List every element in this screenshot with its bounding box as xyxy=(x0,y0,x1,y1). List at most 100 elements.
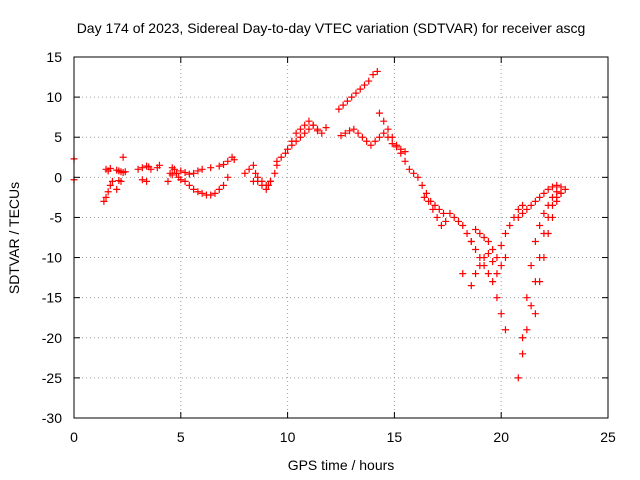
series-n xyxy=(459,250,509,290)
data-point xyxy=(220,181,228,189)
data-point xyxy=(527,201,535,209)
data-point xyxy=(215,185,223,193)
data-point xyxy=(561,185,569,193)
data-point xyxy=(322,124,330,132)
data-point xyxy=(170,165,178,173)
data-point xyxy=(472,270,480,278)
data-point xyxy=(104,188,112,196)
data-point xyxy=(540,254,548,262)
data-point xyxy=(388,133,396,141)
data-point xyxy=(480,234,488,241)
data-point xyxy=(425,197,433,205)
data-point xyxy=(422,189,430,197)
y-tick-label: -5 xyxy=(50,209,63,225)
data-point xyxy=(548,213,556,221)
data-point xyxy=(393,141,401,149)
data-point xyxy=(369,71,377,79)
data-point xyxy=(224,157,232,165)
data-point xyxy=(198,189,206,197)
data-point xyxy=(501,326,509,334)
data-point xyxy=(497,262,505,270)
data-point xyxy=(211,189,219,197)
data-point xyxy=(548,193,556,201)
series-a xyxy=(100,165,116,205)
data-point xyxy=(258,177,266,185)
data-point xyxy=(121,168,129,176)
data-point xyxy=(198,165,206,173)
data-point xyxy=(429,205,437,213)
series-c xyxy=(134,161,163,185)
series-m xyxy=(472,201,527,262)
data-point xyxy=(249,161,257,169)
data-point xyxy=(249,177,257,185)
data-point xyxy=(527,302,535,310)
data-point xyxy=(484,238,492,246)
data-point xyxy=(185,170,193,178)
data-point xyxy=(514,205,522,213)
data-point xyxy=(173,169,181,177)
data-point xyxy=(553,188,561,196)
series-p xyxy=(519,183,565,342)
data-point xyxy=(181,177,189,185)
y-tick-label: 10 xyxy=(46,89,62,105)
data-point xyxy=(177,176,185,184)
data-point xyxy=(271,169,279,177)
y-tick-label: 5 xyxy=(54,129,62,145)
y-tick-label: -10 xyxy=(42,250,62,266)
data-point xyxy=(467,282,475,290)
data-point xyxy=(138,176,146,184)
data-point xyxy=(215,162,223,170)
data-point xyxy=(519,209,527,217)
data-point xyxy=(100,197,108,205)
data-point xyxy=(497,242,505,250)
data-point xyxy=(230,156,238,164)
data-point xyxy=(296,133,304,141)
data-point xyxy=(185,181,193,189)
data-point xyxy=(514,213,522,221)
data-point xyxy=(519,350,527,358)
data-point xyxy=(267,177,275,185)
data-point xyxy=(553,181,561,189)
data-point xyxy=(108,177,116,185)
data-point xyxy=(435,205,443,213)
series-q xyxy=(531,185,569,318)
data-point xyxy=(489,258,497,266)
data-point xyxy=(497,310,505,318)
data-point xyxy=(168,171,176,179)
data-point xyxy=(277,153,285,161)
data-point xyxy=(401,148,409,156)
plot-frame xyxy=(73,56,609,419)
data-point xyxy=(405,165,413,173)
data-point xyxy=(155,161,163,169)
data-point xyxy=(254,173,262,181)
data-point xyxy=(548,183,556,191)
data-point xyxy=(375,109,383,117)
chart-title: Day 174 of 2023, Sidereal Day-to-day VTE… xyxy=(77,20,586,36)
data-point xyxy=(181,169,189,177)
series-g xyxy=(288,117,322,145)
data-point xyxy=(314,127,322,135)
grid xyxy=(74,57,608,418)
data-point xyxy=(544,185,552,193)
data-point xyxy=(305,125,313,133)
data-point xyxy=(476,229,484,237)
data-point xyxy=(106,181,114,189)
data-point xyxy=(544,201,552,209)
data-point xyxy=(373,67,381,75)
y-tick-label: 15 xyxy=(46,49,62,65)
data-point xyxy=(367,141,375,149)
data-point xyxy=(472,246,480,254)
data-point xyxy=(484,250,492,258)
x-tick-label: 20 xyxy=(493,429,509,445)
data-point xyxy=(431,201,439,209)
data-point xyxy=(442,217,450,225)
x-axis-label: GPS time / hours xyxy=(288,457,395,473)
series-b xyxy=(113,153,129,193)
data-point xyxy=(143,177,151,185)
data-point xyxy=(467,238,475,246)
data-point xyxy=(459,270,467,278)
y-tick-label: -30 xyxy=(42,410,62,426)
data-point xyxy=(454,217,462,225)
data-point xyxy=(335,105,343,113)
data-point xyxy=(318,129,326,137)
